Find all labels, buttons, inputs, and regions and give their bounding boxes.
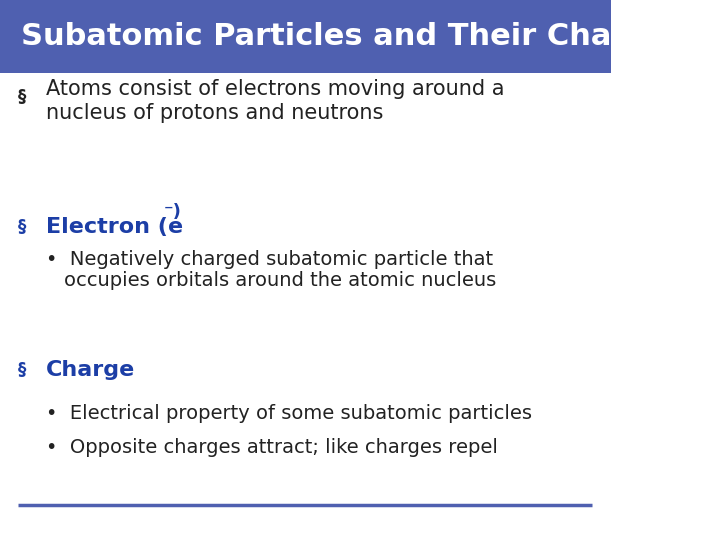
Text: Electron (e: Electron (e xyxy=(46,217,183,237)
Text: Charge: Charge xyxy=(46,360,135,380)
Text: •  Opposite charges attract; like charges repel: • Opposite charges attract; like charges… xyxy=(46,437,498,457)
Text: §: § xyxy=(18,361,27,379)
FancyBboxPatch shape xyxy=(0,0,611,73)
Text: nucleus of protons and neutrons: nucleus of protons and neutrons xyxy=(46,103,383,124)
Text: •  Negatively charged subatomic particle that: • Negatively charged subatomic particle … xyxy=(46,249,493,269)
Text: •  Electrical property of some subatomic particles: • Electrical property of some subatomic … xyxy=(46,403,532,423)
Text: Subatomic Particles and Their Charge: Subatomic Particles and Their Charge xyxy=(22,22,669,51)
Text: Atoms consist of electrons moving around a: Atoms consist of electrons moving around… xyxy=(46,79,504,99)
Text: §: § xyxy=(18,218,27,236)
Text: §: § xyxy=(18,88,27,106)
Text: occupies orbitals around the atomic nucleus: occupies orbitals around the atomic nucl… xyxy=(64,271,496,291)
Text: ⁻): ⁻) xyxy=(163,202,181,221)
